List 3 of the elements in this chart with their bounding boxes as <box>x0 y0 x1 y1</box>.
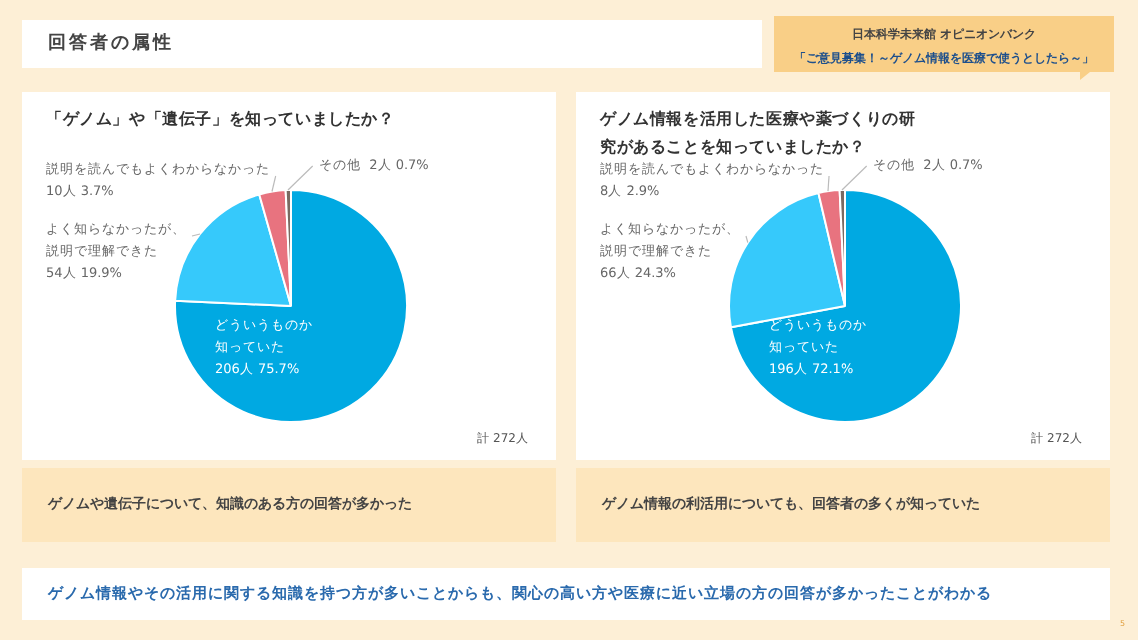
text: 回答者の属性 <box>22 20 762 68</box>
chart-title: 「ゲノム」や「遺伝子」を知っていましたか？ <box>46 108 397 132</box>
chart-title: ゲノム情報を活用した医療や薬づくりの研究があることを知っていましたか？ <box>600 110 916 156</box>
